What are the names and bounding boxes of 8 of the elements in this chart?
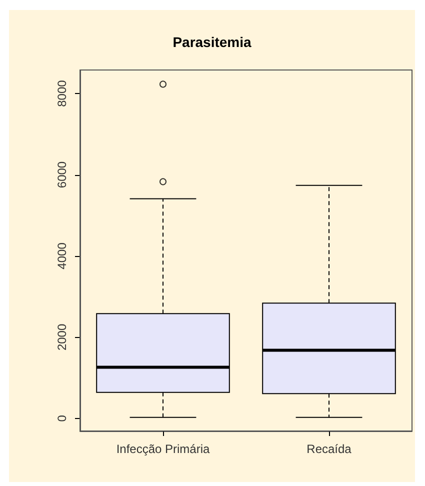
y-tick-label: 8000 [55,80,69,107]
y-tick-label: 6000 [55,161,69,188]
x-tick-label: Infecção Primária [116,442,210,456]
x-tick-label: Recaída [306,442,352,456]
chart-title: Parasitemia [172,34,252,50]
y-tick-label: 2000 [55,324,69,351]
y-tick-label: 0 [55,414,69,422]
y-tick-label: 4000 [55,242,69,270]
